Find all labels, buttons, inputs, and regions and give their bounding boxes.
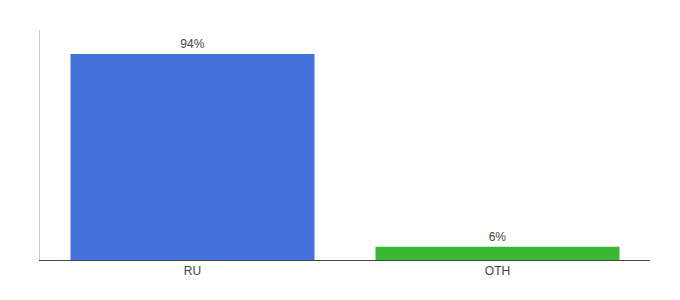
svg-text:94%: 94%: [180, 37, 204, 51]
svg-text:OTH: OTH: [485, 264, 510, 278]
svg-text:6%: 6%: [489, 230, 507, 244]
svg-text:RU: RU: [184, 264, 201, 278]
